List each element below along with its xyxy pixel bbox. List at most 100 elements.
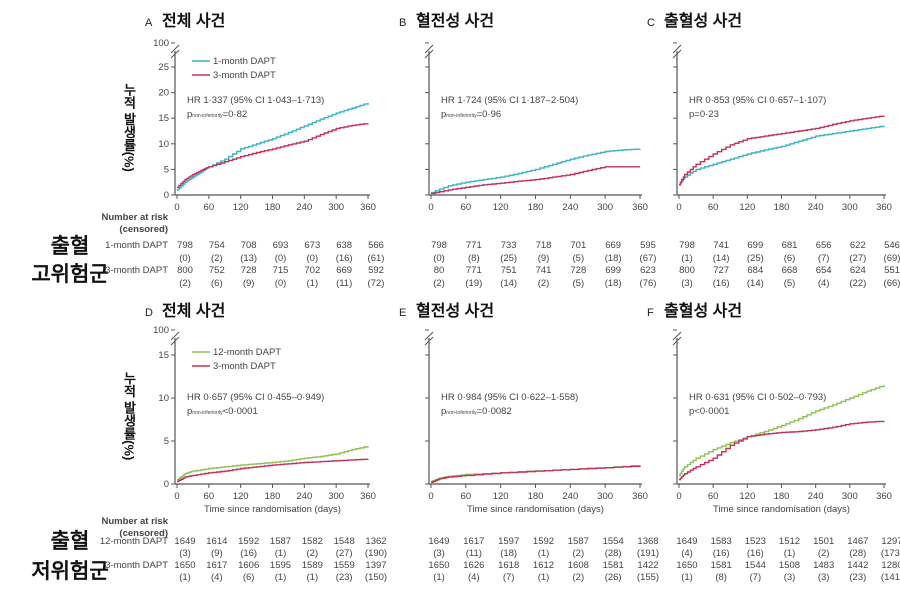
- y-tick-label: 0: [164, 479, 169, 490]
- x-tick-label: 360: [876, 491, 892, 502]
- risk-count: 751: [501, 265, 517, 276]
- risk-censored: (66): [884, 278, 900, 289]
- y-tick-label: 5: [164, 436, 169, 447]
- x-tick-label: 120: [739, 202, 755, 213]
- risk-count: 1618: [498, 560, 519, 571]
- risk-count: 1597: [498, 536, 519, 547]
- risk-count: 754: [209, 240, 225, 251]
- legend-label: 12-month DAPT: [213, 347, 281, 358]
- risk-censored: (25): [747, 253, 764, 264]
- series-line-1-month-dapt: [431, 148, 641, 194]
- risk-count: 752: [209, 265, 225, 276]
- risk-row-label: 12-month DAPT: [100, 536, 168, 547]
- y-tick-label: 100: [153, 325, 169, 336]
- risk-count: 1606: [238, 560, 259, 571]
- risk-censored: (1): [179, 572, 191, 583]
- risk-censored: (6): [784, 253, 796, 264]
- x-tick-label: 60: [708, 491, 719, 502]
- y-axis-label: 누적 발생률(%): [122, 372, 137, 461]
- risk-count: 771: [466, 240, 482, 251]
- risk-count: 681: [782, 240, 798, 251]
- p-prefix: p: [187, 109, 192, 120]
- risk-censored: (28): [849, 548, 866, 559]
- risk-censored: (2): [818, 548, 830, 559]
- p-value: <0·0001: [694, 406, 729, 417]
- risk-count: 1559: [334, 560, 355, 571]
- panel-title: 전체 사건: [162, 12, 225, 30]
- risk-header: Number at risk: [101, 516, 168, 527]
- risk-censored: (28): [605, 548, 622, 559]
- x-tick-label: 120: [493, 491, 509, 502]
- risk-count: 1397: [365, 560, 386, 571]
- risk-censored: (9): [211, 548, 223, 559]
- x-tick-label: 0: [428, 202, 433, 213]
- risk-censored: (1): [538, 572, 550, 583]
- x-axis-label: Time since randomisation (days): [204, 504, 341, 515]
- panel-title: 전체 사건: [162, 302, 225, 320]
- axis-break-mark: [672, 331, 682, 346]
- risk-count: 1587: [270, 536, 291, 547]
- y-tick-label: 0: [164, 190, 169, 201]
- p-value-text: pnon-inferiority=0·0082: [441, 406, 512, 417]
- hazard-ratio-text: HR 0·853 (95% CI 0·657–1·107): [689, 95, 826, 106]
- x-tick-label: 360: [632, 491, 648, 502]
- risk-count: 699: [605, 265, 621, 276]
- risk-censored: (2): [211, 253, 223, 264]
- risk-censored: (25): [500, 253, 517, 264]
- legend-label: 3-month DAPT: [213, 70, 276, 81]
- panel-letter: F: [647, 307, 654, 319]
- risk-censored: (1): [433, 572, 445, 583]
- risk-censored: (0): [179, 253, 191, 264]
- x-tick-label: 180: [528, 491, 544, 502]
- y-tick-label: 100: [153, 38, 169, 49]
- x-tick-label: 60: [204, 491, 215, 502]
- risk-count: 1649: [428, 536, 449, 547]
- risk-count: 1483: [813, 560, 834, 571]
- risk-censored: (2): [433, 278, 445, 289]
- p-value: <0·0001: [223, 406, 258, 417]
- x-tick-label: 300: [842, 491, 858, 502]
- risk-count: 623: [640, 265, 656, 276]
- risk-censored: (18): [605, 253, 622, 264]
- x-tick-label: 120: [739, 491, 755, 502]
- group-low-risk-line1: 출혈: [51, 530, 90, 553]
- risk-count: 693: [273, 240, 289, 251]
- risk-header: Number at risk: [101, 212, 168, 223]
- risk-censored: (0): [275, 253, 287, 264]
- p-value-text: pnon-inferiority=0·82: [187, 109, 247, 120]
- risk-count: 656: [816, 240, 832, 251]
- risk-count: 654: [816, 265, 832, 276]
- risk-count: 708: [241, 240, 257, 251]
- risk-row-label: 3-month DAPT: [105, 265, 168, 276]
- x-tick-label: 360: [360, 491, 376, 502]
- series-line-3-month-dapt: [679, 420, 885, 481]
- risk-censored: (76): [640, 278, 657, 289]
- risk-censored: (3): [681, 278, 693, 289]
- risk-count: 1422: [637, 560, 658, 571]
- risk-count: 1614: [206, 536, 227, 547]
- risk-censored: (14): [747, 278, 764, 289]
- risk-censored: (16): [747, 548, 764, 559]
- x-tick-label: 300: [597, 491, 613, 502]
- p-subscript: non-inferiority: [446, 113, 477, 119]
- x-tick-label: 300: [328, 202, 344, 213]
- x-axis-label: Time since randomisation (days): [713, 504, 850, 515]
- p-prefix: p: [441, 406, 446, 417]
- risk-censored: (6): [243, 572, 255, 583]
- risk-censored: (1): [681, 572, 693, 583]
- risk-censored: (69): [884, 253, 900, 264]
- group-low-risk-line2: 저위험군: [31, 560, 108, 583]
- risk-count: 1592: [238, 536, 259, 547]
- x-tick-label: 360: [632, 202, 648, 213]
- p-subscript: non-inferiority: [192, 113, 223, 119]
- axis-break-mark: [170, 44, 180, 59]
- hazard-ratio-text: HR 1·724 (95% CI 1·187–2·504): [441, 95, 578, 106]
- risk-censored: (1): [681, 253, 693, 264]
- risk-censored: (16): [713, 278, 730, 289]
- risk-count: 1297: [881, 536, 900, 547]
- risk-row-label: 3-month DAPT: [105, 560, 168, 571]
- x-tick-label: 60: [204, 202, 215, 213]
- risk-censored: (1): [784, 548, 796, 559]
- risk-censored: (190): [365, 548, 387, 559]
- x-tick-label: 0: [174, 202, 179, 213]
